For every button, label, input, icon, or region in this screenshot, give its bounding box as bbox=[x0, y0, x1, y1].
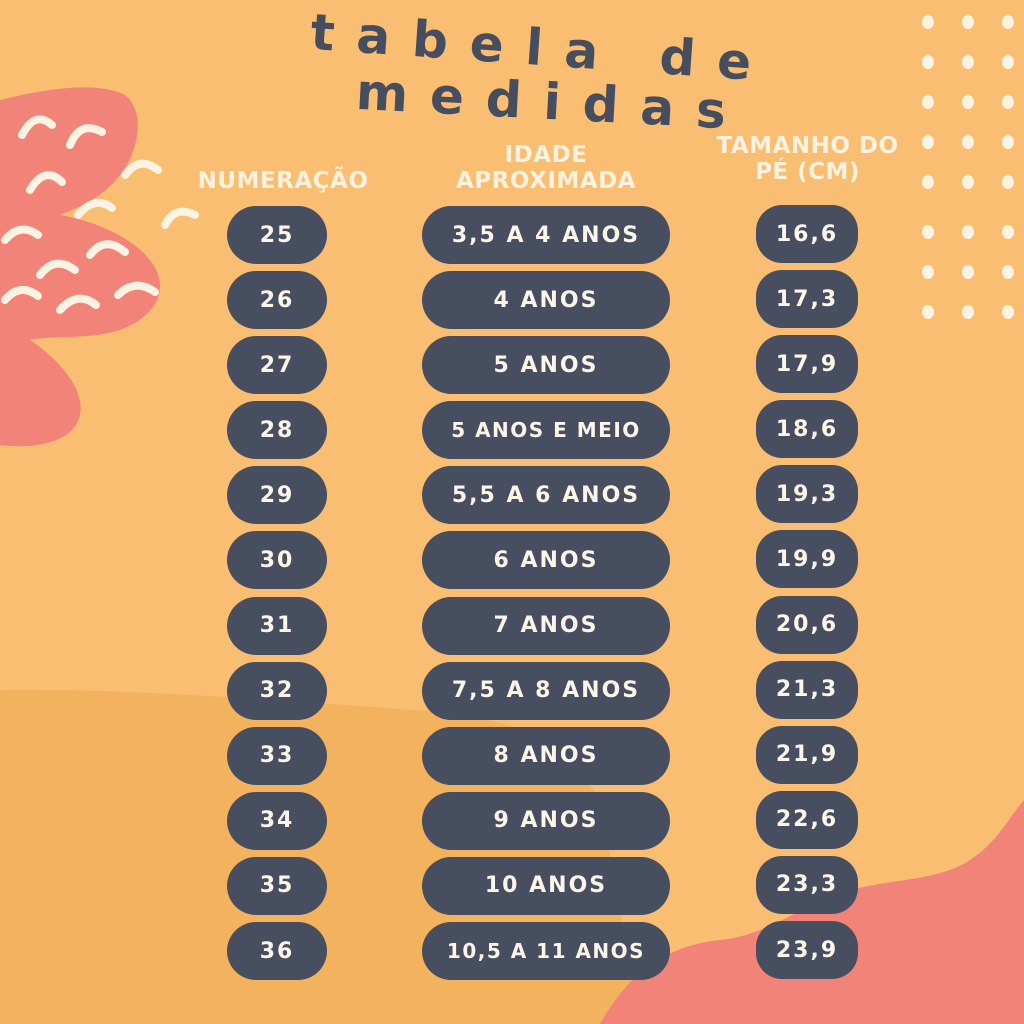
tamanho-cell: 23,9 bbox=[756, 921, 858, 980]
column-numeracao: 25 26 27 28 29 30 31 32 33 34 35 36 bbox=[227, 206, 327, 987]
idade-cell: 4 ANOS bbox=[422, 271, 670, 330]
tamanho-cell: 21,9 bbox=[756, 725, 858, 784]
numeracao-cell: 25 bbox=[227, 206, 327, 264]
header-idade-line1: IDADE bbox=[504, 142, 588, 168]
column-idade: 3,5 A 4 ANOS 4 ANOS 5 ANOS 5 ANOS E MEIO… bbox=[422, 206, 670, 987]
numeracao-cell: 35 bbox=[227, 856, 327, 915]
numeracao-cell: 28 bbox=[227, 401, 327, 460]
tamanho-cell: 17,3 bbox=[756, 270, 858, 329]
idade-cell: 8 ANOS bbox=[422, 726, 670, 785]
tamanho-cell: 20,6 bbox=[756, 595, 858, 654]
idade-cell: 9 ANOS bbox=[422, 791, 670, 850]
dot-grid bbox=[922, 15, 1014, 319]
tamanho-cell: 21,3 bbox=[756, 660, 858, 719]
idade-cell: 3,5 A 4 ANOS bbox=[422, 206, 670, 264]
tamanho-cell: 23,3 bbox=[756, 855, 858, 914]
idade-cell: 7 ANOS bbox=[422, 596, 670, 655]
header-idade-line2: APROXIMADA bbox=[456, 168, 636, 194]
numeracao-cell: 30 bbox=[227, 531, 327, 590]
numeracao-cell: 36 bbox=[227, 922, 327, 981]
header-tamanho-line1: TAMANHO DO bbox=[716, 133, 899, 159]
header-tamanho-line2: PÉ (CM) bbox=[755, 159, 860, 185]
idade-cell: 5,5 A 6 ANOS bbox=[422, 466, 670, 525]
tamanho-cell: 18,6 bbox=[756, 400, 858, 459]
idade-cell: 6 ANOS bbox=[422, 531, 670, 590]
leaf-stroke-marks bbox=[1, 115, 199, 314]
column-tamanho: 16,6 17,3 17,9 18,6 19,3 19,9 20,6 21,3 … bbox=[756, 205, 858, 986]
header-idade: IDADE APROXIMADA bbox=[420, 142, 672, 194]
numeracao-cell: 33 bbox=[227, 726, 327, 785]
idade-cell: 5 ANOS bbox=[422, 336, 670, 395]
numeracao-cell: 26 bbox=[227, 271, 327, 330]
tamanho-cell: 16,6 bbox=[756, 205, 858, 263]
idade-cell: 5 ANOS E MEIO bbox=[422, 401, 670, 460]
tamanho-cell: 17,9 bbox=[756, 335, 858, 394]
numeracao-cell: 31 bbox=[227, 596, 327, 655]
idade-cell: 7,5 A 8 ANOS bbox=[422, 661, 670, 720]
header-numeracao: NUMERAÇÃO bbox=[178, 168, 388, 194]
tamanho-cell: 19,3 bbox=[756, 465, 858, 524]
header-numeracao-label: NUMERAÇÃO bbox=[197, 168, 369, 194]
header-tamanho: TAMANHO DO PÉ (CM) bbox=[700, 133, 915, 185]
idade-cell: 10,5 A 11 ANOS bbox=[422, 922, 670, 981]
numeracao-cell: 32 bbox=[227, 661, 327, 720]
numeracao-cell: 27 bbox=[227, 336, 327, 395]
numeracao-cell: 34 bbox=[227, 791, 327, 850]
tamanho-cell: 22,6 bbox=[756, 790, 858, 849]
tamanho-cell: 19,9 bbox=[756, 530, 858, 589]
idade-cell: 10 ANOS bbox=[422, 856, 670, 915]
numeracao-cell: 29 bbox=[227, 466, 327, 525]
